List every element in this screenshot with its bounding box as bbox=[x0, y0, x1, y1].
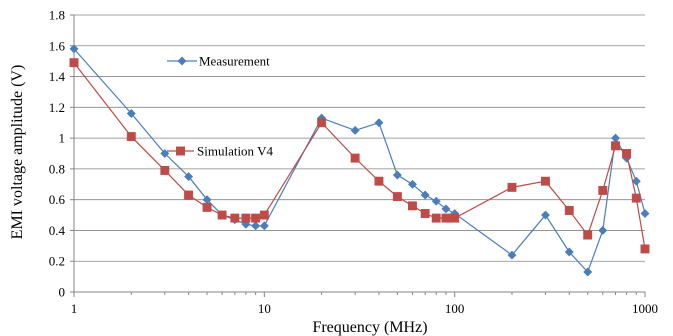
series-line bbox=[73, 48, 646, 274]
data-point bbox=[540, 210, 551, 220]
data-point bbox=[622, 149, 632, 158]
legend-label: Measurement bbox=[199, 54, 270, 69]
data-point bbox=[420, 190, 430, 200]
data-point bbox=[611, 141, 620, 151]
x-tick-label: 1 bbox=[71, 301, 78, 316]
data-point bbox=[184, 190, 194, 200]
data-point bbox=[176, 146, 185, 156]
data-point bbox=[507, 182, 517, 192]
data-point bbox=[251, 221, 261, 231]
data-point bbox=[241, 213, 251, 223]
data-point bbox=[177, 56, 187, 66]
data-point bbox=[160, 148, 170, 159]
data-point bbox=[640, 244, 650, 254]
data-point bbox=[317, 118, 327, 128]
y-tick-label: 0.4 bbox=[49, 223, 66, 238]
y-tick-label: 0.2 bbox=[49, 254, 65, 269]
data-point bbox=[259, 221, 269, 231]
data-point bbox=[126, 108, 136, 119]
data-point bbox=[610, 133, 621, 143]
data-point bbox=[230, 213, 240, 223]
x-axis-title: Frequency (MHz) bbox=[312, 319, 427, 336]
y-tick-label: 0.6 bbox=[49, 192, 66, 207]
y-tick-label: 0 bbox=[59, 285, 66, 300]
series-simulation-v4 bbox=[69, 58, 650, 254]
x-tick-label: 10 bbox=[258, 301, 271, 316]
y-tick-label: 1.2 bbox=[49, 100, 65, 115]
series-layer bbox=[69, 44, 650, 277]
legend-label: Simulation V4 bbox=[197, 144, 273, 159]
x-tick-label: 100 bbox=[445, 301, 465, 316]
y-tick-labels: 0 0.2 0.4 0.6 0.8 1 1.2 1.4 1.6 1.8 bbox=[49, 8, 66, 300]
data-point bbox=[126, 132, 136, 142]
data-point bbox=[392, 170, 402, 180]
data-point bbox=[450, 213, 460, 223]
data-point bbox=[160, 165, 170, 175]
legend-entry: Measurement bbox=[167, 54, 270, 69]
data-point bbox=[583, 230, 593, 240]
data-point bbox=[374, 118, 384, 128]
data-point bbox=[431, 213, 441, 223]
data-point bbox=[564, 247, 574, 257]
data-point bbox=[69, 58, 79, 68]
data-point bbox=[631, 193, 641, 203]
data-point bbox=[640, 208, 650, 219]
data-point bbox=[441, 213, 451, 223]
data-point bbox=[598, 185, 608, 195]
legend: Measurement Simulation V4 bbox=[167, 54, 273, 159]
data-point bbox=[202, 202, 212, 212]
data-point bbox=[564, 205, 574, 215]
data-point bbox=[631, 176, 641, 186]
y-tick-label: 0.8 bbox=[49, 161, 65, 176]
data-point bbox=[350, 153, 360, 163]
data-point bbox=[251, 213, 261, 223]
data-point bbox=[392, 192, 402, 202]
data-point bbox=[259, 210, 269, 220]
series-line bbox=[73, 62, 646, 250]
data-point bbox=[350, 125, 360, 135]
x-tick-label: 1000 bbox=[632, 301, 658, 316]
data-point bbox=[407, 179, 417, 189]
data-point bbox=[407, 201, 417, 211]
data-point bbox=[441, 204, 451, 214]
y-tick-label: 1.8 bbox=[49, 8, 65, 23]
data-point bbox=[541, 176, 550, 186]
y-axis-title: EMI voltage amplitude (V) bbox=[9, 65, 26, 240]
data-point bbox=[420, 209, 430, 218]
y-tick-label: 1.4 bbox=[49, 69, 66, 84]
x-tick-labels: 1 10 100 1000 bbox=[71, 301, 658, 316]
data-point bbox=[431, 196, 441, 206]
data-point bbox=[184, 172, 194, 182]
data-point bbox=[374, 176, 384, 186]
data-point bbox=[69, 44, 79, 54]
data-point bbox=[217, 210, 227, 220]
grid-lines bbox=[74, 14, 645, 262]
data-point bbox=[507, 250, 517, 260]
legend-entry: Simulation V4 bbox=[167, 144, 273, 159]
data-point bbox=[583, 267, 593, 277]
y-tick-label: 1.6 bbox=[49, 38, 66, 53]
y-tick-label: 1 bbox=[59, 131, 66, 146]
data-point bbox=[598, 225, 608, 235]
